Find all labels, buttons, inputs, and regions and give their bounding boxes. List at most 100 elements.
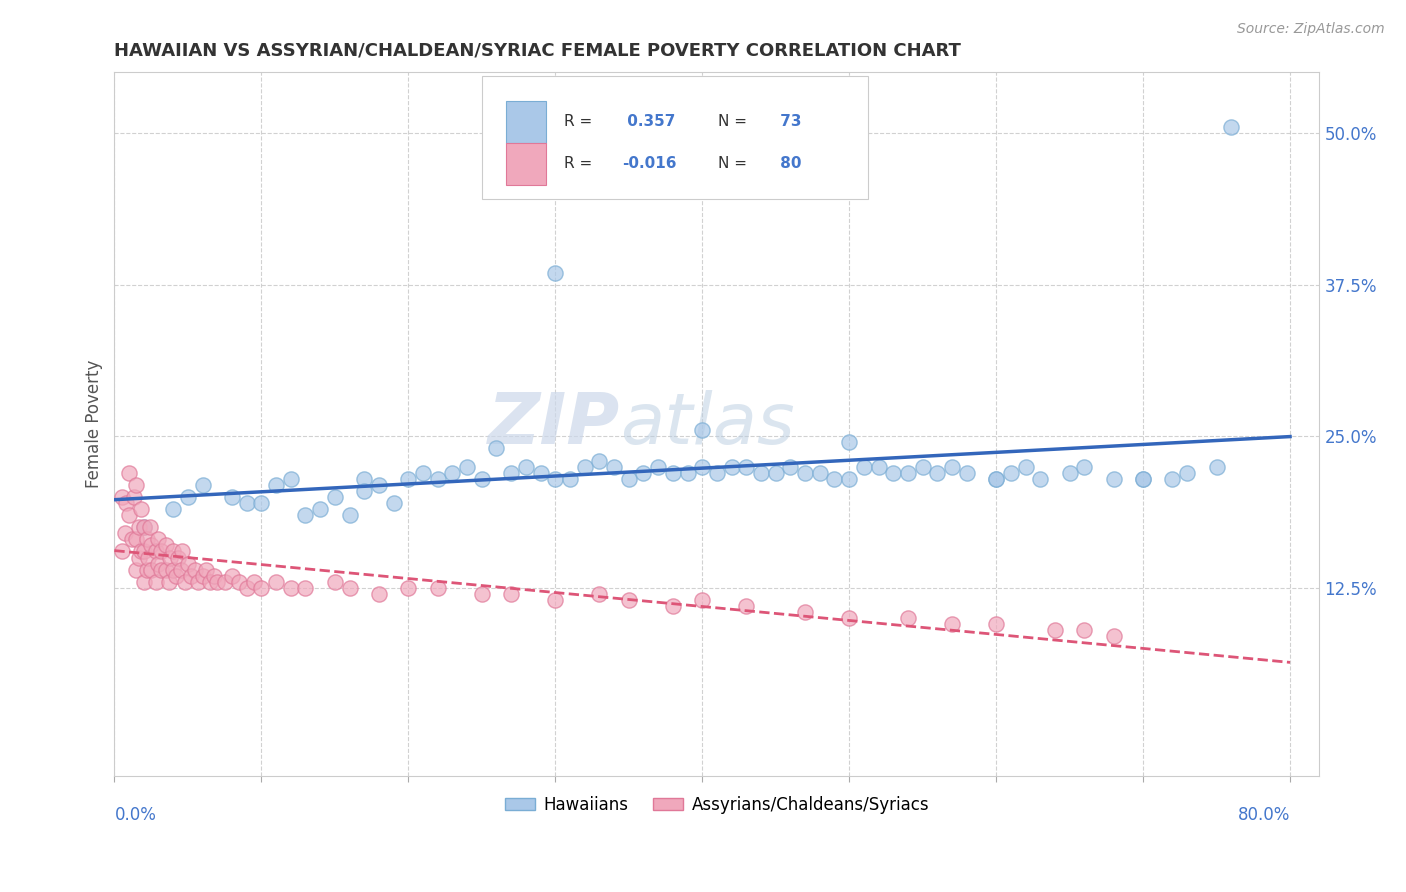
Point bbox=[353, 483, 375, 498]
Point bbox=[588, 587, 610, 601]
Point bbox=[1000, 466, 1022, 480]
Point bbox=[132, 520, 155, 534]
Point bbox=[180, 568, 202, 582]
Point bbox=[824, 472, 846, 486]
Point bbox=[166, 550, 188, 565]
Point bbox=[515, 459, 537, 474]
Point bbox=[184, 563, 207, 577]
Text: 0.0%: 0.0% bbox=[114, 806, 156, 824]
Point bbox=[135, 563, 157, 577]
Point bbox=[779, 459, 801, 474]
Point bbox=[471, 472, 494, 486]
Point bbox=[135, 533, 157, 547]
Text: atlas: atlas bbox=[620, 390, 796, 458]
Point bbox=[544, 593, 567, 607]
Point bbox=[115, 496, 138, 510]
Point bbox=[1014, 459, 1036, 474]
Point bbox=[706, 466, 728, 480]
Point bbox=[1102, 472, 1125, 486]
Point bbox=[122, 490, 145, 504]
Point bbox=[574, 459, 596, 474]
Text: R =: R = bbox=[564, 114, 592, 129]
Point bbox=[1073, 624, 1095, 638]
Point bbox=[984, 472, 1007, 486]
Point bbox=[882, 466, 904, 480]
Point bbox=[662, 466, 685, 480]
Point bbox=[353, 472, 375, 486]
Point bbox=[141, 538, 163, 552]
Point bbox=[735, 599, 758, 613]
Point bbox=[471, 587, 494, 601]
Point bbox=[852, 459, 875, 474]
Point bbox=[368, 477, 391, 491]
Point bbox=[485, 442, 508, 456]
Text: R =: R = bbox=[564, 156, 592, 171]
Point bbox=[794, 466, 817, 480]
Point bbox=[202, 568, 225, 582]
Point bbox=[720, 459, 742, 474]
Point bbox=[426, 581, 449, 595]
Point bbox=[170, 544, 193, 558]
Text: 80: 80 bbox=[775, 156, 801, 171]
Point bbox=[162, 502, 184, 516]
Point bbox=[838, 611, 860, 625]
Point bbox=[129, 544, 152, 558]
Point bbox=[735, 459, 758, 474]
Text: ZIP: ZIP bbox=[488, 390, 620, 458]
Point bbox=[235, 496, 257, 510]
Point bbox=[155, 538, 177, 552]
Point bbox=[368, 587, 391, 601]
Point bbox=[617, 472, 640, 486]
Point bbox=[294, 508, 316, 522]
Point bbox=[145, 574, 167, 589]
Point bbox=[136, 550, 159, 565]
Bar bbox=[506, 143, 546, 185]
Point bbox=[984, 472, 1007, 486]
Point bbox=[339, 581, 361, 595]
Text: 80.0%: 80.0% bbox=[1237, 806, 1291, 824]
Point bbox=[194, 563, 217, 577]
Point bbox=[148, 557, 170, 571]
Point bbox=[501, 466, 523, 480]
Text: N =: N = bbox=[718, 156, 747, 171]
Point bbox=[162, 563, 184, 577]
Point bbox=[118, 466, 141, 480]
Point bbox=[927, 466, 949, 480]
Point bbox=[690, 423, 713, 437]
Point bbox=[1220, 120, 1243, 134]
Point bbox=[662, 599, 685, 613]
Point bbox=[808, 466, 831, 480]
Point bbox=[264, 477, 287, 491]
Text: -0.016: -0.016 bbox=[621, 156, 676, 171]
Point bbox=[121, 533, 143, 547]
Point bbox=[690, 593, 713, 607]
Text: HAWAIIAN VS ASSYRIAN/CHALDEAN/SYRIAC FEMALE POVERTY CORRELATION CHART: HAWAIIAN VS ASSYRIAN/CHALDEAN/SYRIAC FEM… bbox=[114, 42, 962, 60]
Point bbox=[897, 611, 920, 625]
Point bbox=[396, 581, 419, 595]
Point bbox=[148, 533, 170, 547]
Point bbox=[125, 533, 148, 547]
Point bbox=[111, 490, 134, 504]
Point bbox=[250, 581, 273, 595]
Point bbox=[264, 574, 287, 589]
Point bbox=[150, 563, 173, 577]
Point bbox=[941, 459, 963, 474]
Point bbox=[765, 466, 787, 480]
Point bbox=[529, 466, 551, 480]
Point bbox=[280, 581, 302, 595]
Point bbox=[118, 508, 141, 522]
Point bbox=[198, 574, 221, 589]
Point bbox=[1161, 472, 1184, 486]
Point bbox=[617, 593, 640, 607]
Point bbox=[128, 550, 150, 565]
Point bbox=[125, 563, 148, 577]
Point bbox=[794, 605, 817, 619]
Legend: Hawaiians, Assyrians/Chaldeans/Syriacs: Hawaiians, Assyrians/Chaldeans/Syriacs bbox=[498, 789, 936, 821]
Point bbox=[155, 563, 177, 577]
Point bbox=[228, 574, 250, 589]
Point bbox=[1073, 459, 1095, 474]
Point bbox=[132, 544, 155, 558]
Point bbox=[214, 574, 236, 589]
Point bbox=[174, 574, 197, 589]
Point bbox=[676, 466, 699, 480]
